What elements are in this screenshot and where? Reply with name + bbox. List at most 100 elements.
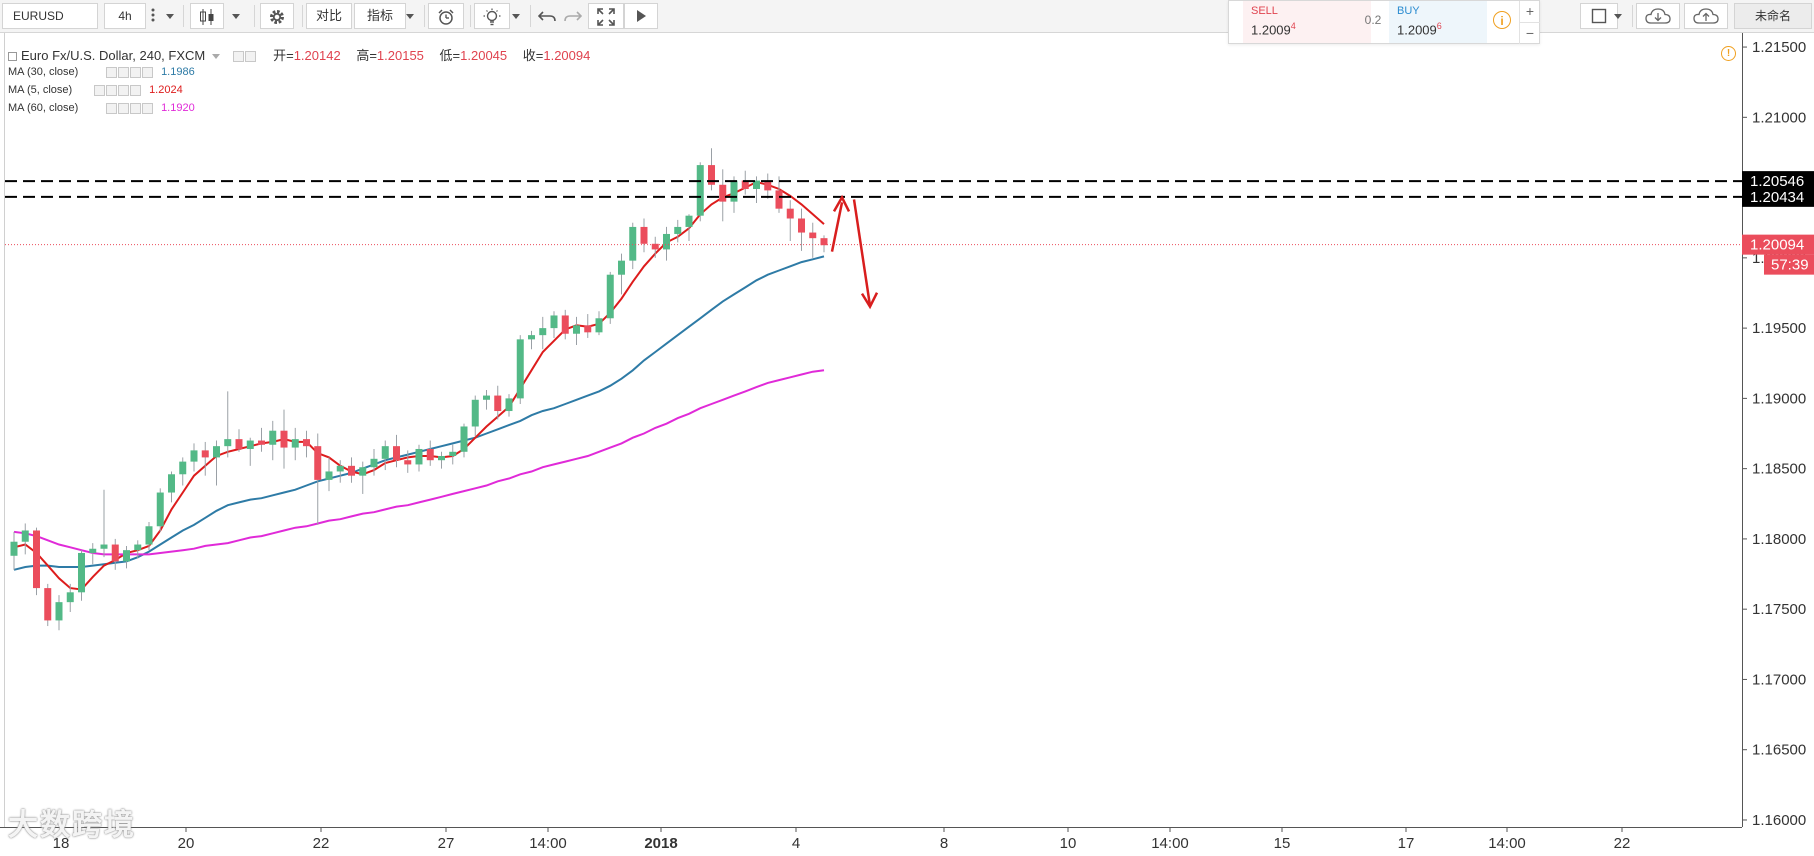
last-price-label: 1.20094 [1750,237,1804,254]
candle-body [494,395,502,412]
candle-body [44,588,52,621]
ma5-label: MA (5, close) [8,84,73,96]
time-tick-label: 4 [792,835,800,852]
save-layout-button[interactable] [1684,3,1728,29]
candle-up [89,543,97,565]
ma5-add-icon[interactable] [118,84,129,96]
undo-button[interactable] [534,3,560,29]
info-icon[interactable]: i [1493,11,1511,29]
candle-body [629,226,637,261]
high-value: 1.20155 [376,48,424,63]
candle-down [741,170,749,195]
interval-button[interactable]: 4h [104,3,146,29]
ma30-settings-icon[interactable] [118,66,129,78]
data-warning-icon[interactable]: ! [1721,46,1736,61]
ma5-eye-icon[interactable] [94,84,105,96]
interval-menu-icon[interactable] [146,3,160,29]
candle-down [404,450,412,473]
ma-line-60 [13,369,825,556]
candle-down [719,169,727,222]
symbol-menu-icon[interactable] [211,54,220,60]
candle-down [235,429,243,452]
replay-button[interactable] [624,3,658,29]
countdown-label: 57:39 [1771,257,1809,274]
candle-body [235,439,243,449]
arrow-down-head [860,292,879,310]
price-tick-label: 1.21000 [1752,109,1806,126]
layout-name-button[interactable]: 未命名 [1734,3,1812,29]
indicators-dropdown-icon[interactable] [402,3,418,29]
interval-text: 4h [118,9,132,23]
candle-body [134,544,142,551]
settings-button[interactable] [260,3,294,29]
candle-body [696,165,704,216]
sell-button[interactable]: SELL 1.20094 [1243,1,1371,43]
time-tick-label: 14:00 [529,835,567,852]
candle-down [111,538,119,570]
fullscreen-icon [597,8,615,26]
candle-body [426,448,434,461]
candle-body [730,180,738,202]
candle-up [291,427,299,461]
ma60-close-icon[interactable] [142,102,153,114]
low-label: 低= [439,48,461,63]
collapse-legend-icon[interactable] [8,52,17,62]
ma30-add-icon[interactable] [130,66,141,78]
candle-body [573,325,580,334]
price-chart[interactable]: 1.215001.210001.205001.200001.195001.190… [0,33,1814,856]
load-layout-button[interactable] [1636,3,1680,29]
candle-up [134,540,142,559]
price-tick-label: 1.21500 [1752,39,1806,56]
trade-quote-panel: SELL 1.20094 0.2 BUY 1.20096 i + − [1228,0,1540,44]
interval-dropdown-icon[interactable] [162,3,178,29]
price-tick-label: 1.18500 [1752,461,1806,478]
candle-down [820,235,828,253]
level-price-tag [1742,186,1814,207]
minus-button[interactable]: − [1519,22,1540,44]
ma5-settings-icon[interactable] [106,84,117,96]
candle-body [156,492,164,527]
layout-name-text: 未命名 [1754,9,1791,23]
candle-up [66,583,74,612]
ma60-add-icon[interactable] [130,102,141,114]
candle-body [798,218,805,233]
ma30-eye-icon[interactable] [106,66,117,78]
candle-body [528,335,535,340]
candle-body [764,180,772,191]
indicators-button[interactable]: 指标 [354,3,406,29]
candle-body [618,260,625,275]
candle-up [618,253,625,295]
legend-settings-icon[interactable] [245,51,257,63]
ideas-dropdown-icon[interactable] [508,3,524,29]
candle-body [393,446,400,461]
candle-up [55,595,63,631]
level-price-label: 1.20546 [1750,173,1804,190]
ma60-settings-icon[interactable] [118,102,129,114]
high-label: 高= [356,48,377,63]
layout-dropdown-icon[interactable] [1610,3,1626,29]
candle-up [629,222,637,270]
candle-body [516,339,524,399]
ma30-close-icon[interactable] [142,66,153,78]
plus-button[interactable]: + [1519,1,1540,22]
candle-body [201,450,209,458]
redo-button[interactable] [560,3,586,29]
symbol-search-input[interactable]: EURUSD [2,3,98,29]
compare-button[interactable]: 对比 [306,3,352,29]
candle-up [606,271,614,324]
chart-style-dropdown-icon[interactable] [228,3,244,29]
time-tick-label: 14:00 [1151,835,1189,852]
ideas-button[interactable] [474,3,510,29]
candle-up [516,335,524,405]
alert-button[interactable] [428,3,464,29]
legend-eye-icon[interactable] [233,51,245,63]
forecast-arrows [830,194,879,310]
candle-up [224,391,232,458]
buy-button[interactable]: BUY 1.20096 [1389,1,1487,43]
chart-style-button[interactable] [190,3,224,29]
fullscreen-button[interactable] [588,3,624,29]
ma5-close-icon[interactable] [130,84,141,96]
time-tick-label: 22 [1614,835,1631,852]
ma60-eye-icon[interactable] [106,102,117,114]
